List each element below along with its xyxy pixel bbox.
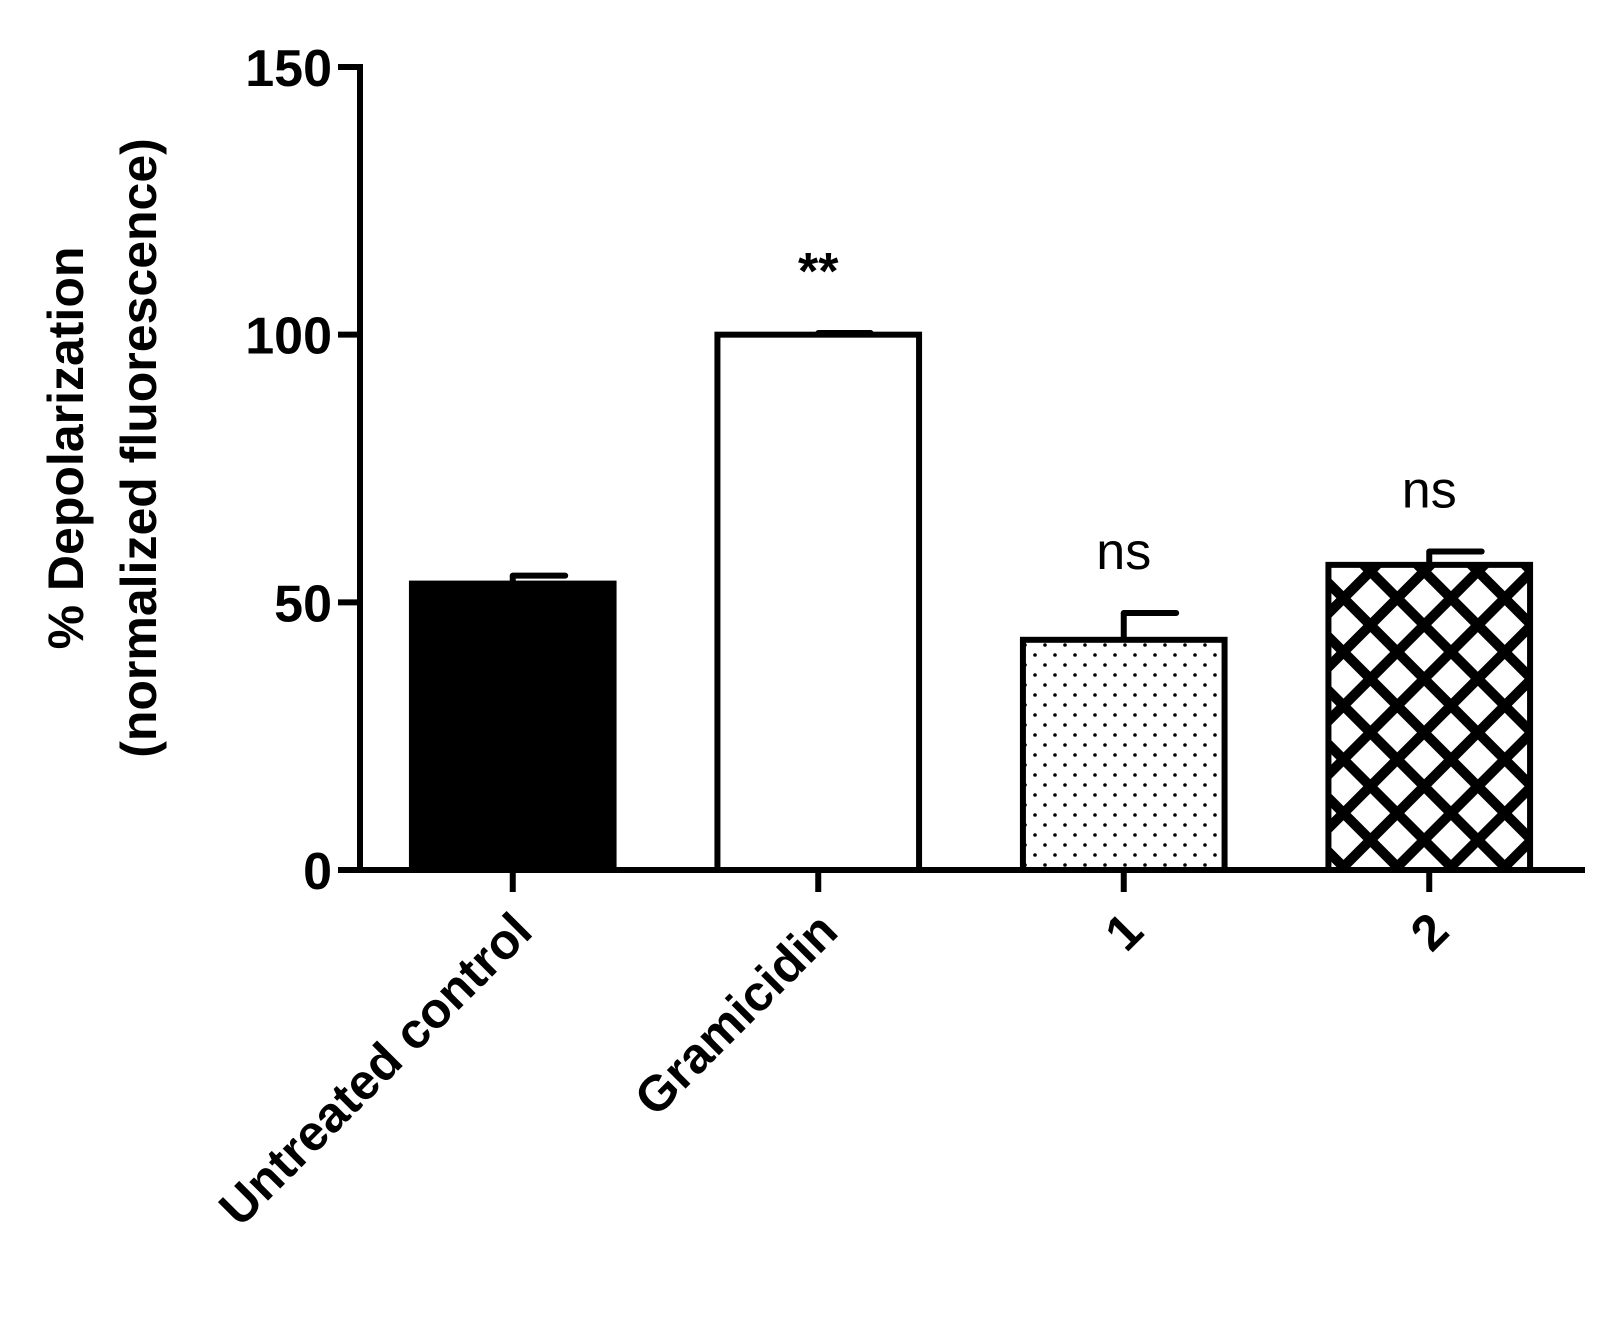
x-tick-label: 1 <box>1094 902 1153 961</box>
bar <box>714 331 923 873</box>
x-tick-label: 2 <box>1400 902 1459 961</box>
annotations-group: ** ns ns <box>798 243 1457 581</box>
error-bars-group <box>509 330 1485 640</box>
y-axis-label: % Depolarization (normalized fluorescenc… <box>38 138 167 758</box>
bar <box>408 580 617 873</box>
error-bar <box>1120 610 1180 640</box>
error-bar <box>1426 548 1485 565</box>
bars-group <box>408 331 1534 873</box>
x-ticks-group: Untreated control Gramicidin 1 2 <box>208 870 1459 1236</box>
y-tick-label: 100 <box>245 308 332 366</box>
bar <box>1325 561 1534 873</box>
y-axis-label-line-1: % Depolarization <box>38 247 94 650</box>
y-ticks-group: 0 50 100 150 <box>245 40 360 901</box>
significance-annotation: ns <box>1402 461 1457 519</box>
significance-annotation: ** <box>798 243 839 301</box>
error-bar <box>815 330 874 337</box>
error-bar <box>509 572 569 584</box>
x-tick-label: Gramicidin <box>624 902 848 1126</box>
x-tick-label: Untreated control <box>208 902 542 1236</box>
y-tick-label: 50 <box>274 575 332 633</box>
y-tick-label: 0 <box>303 843 332 901</box>
y-axis-label-line-2: (normalized fluorescence) <box>111 138 167 758</box>
bar <box>1019 636 1228 873</box>
y-tick-label: 150 <box>245 40 332 98</box>
significance-annotation: ns <box>1096 523 1151 581</box>
